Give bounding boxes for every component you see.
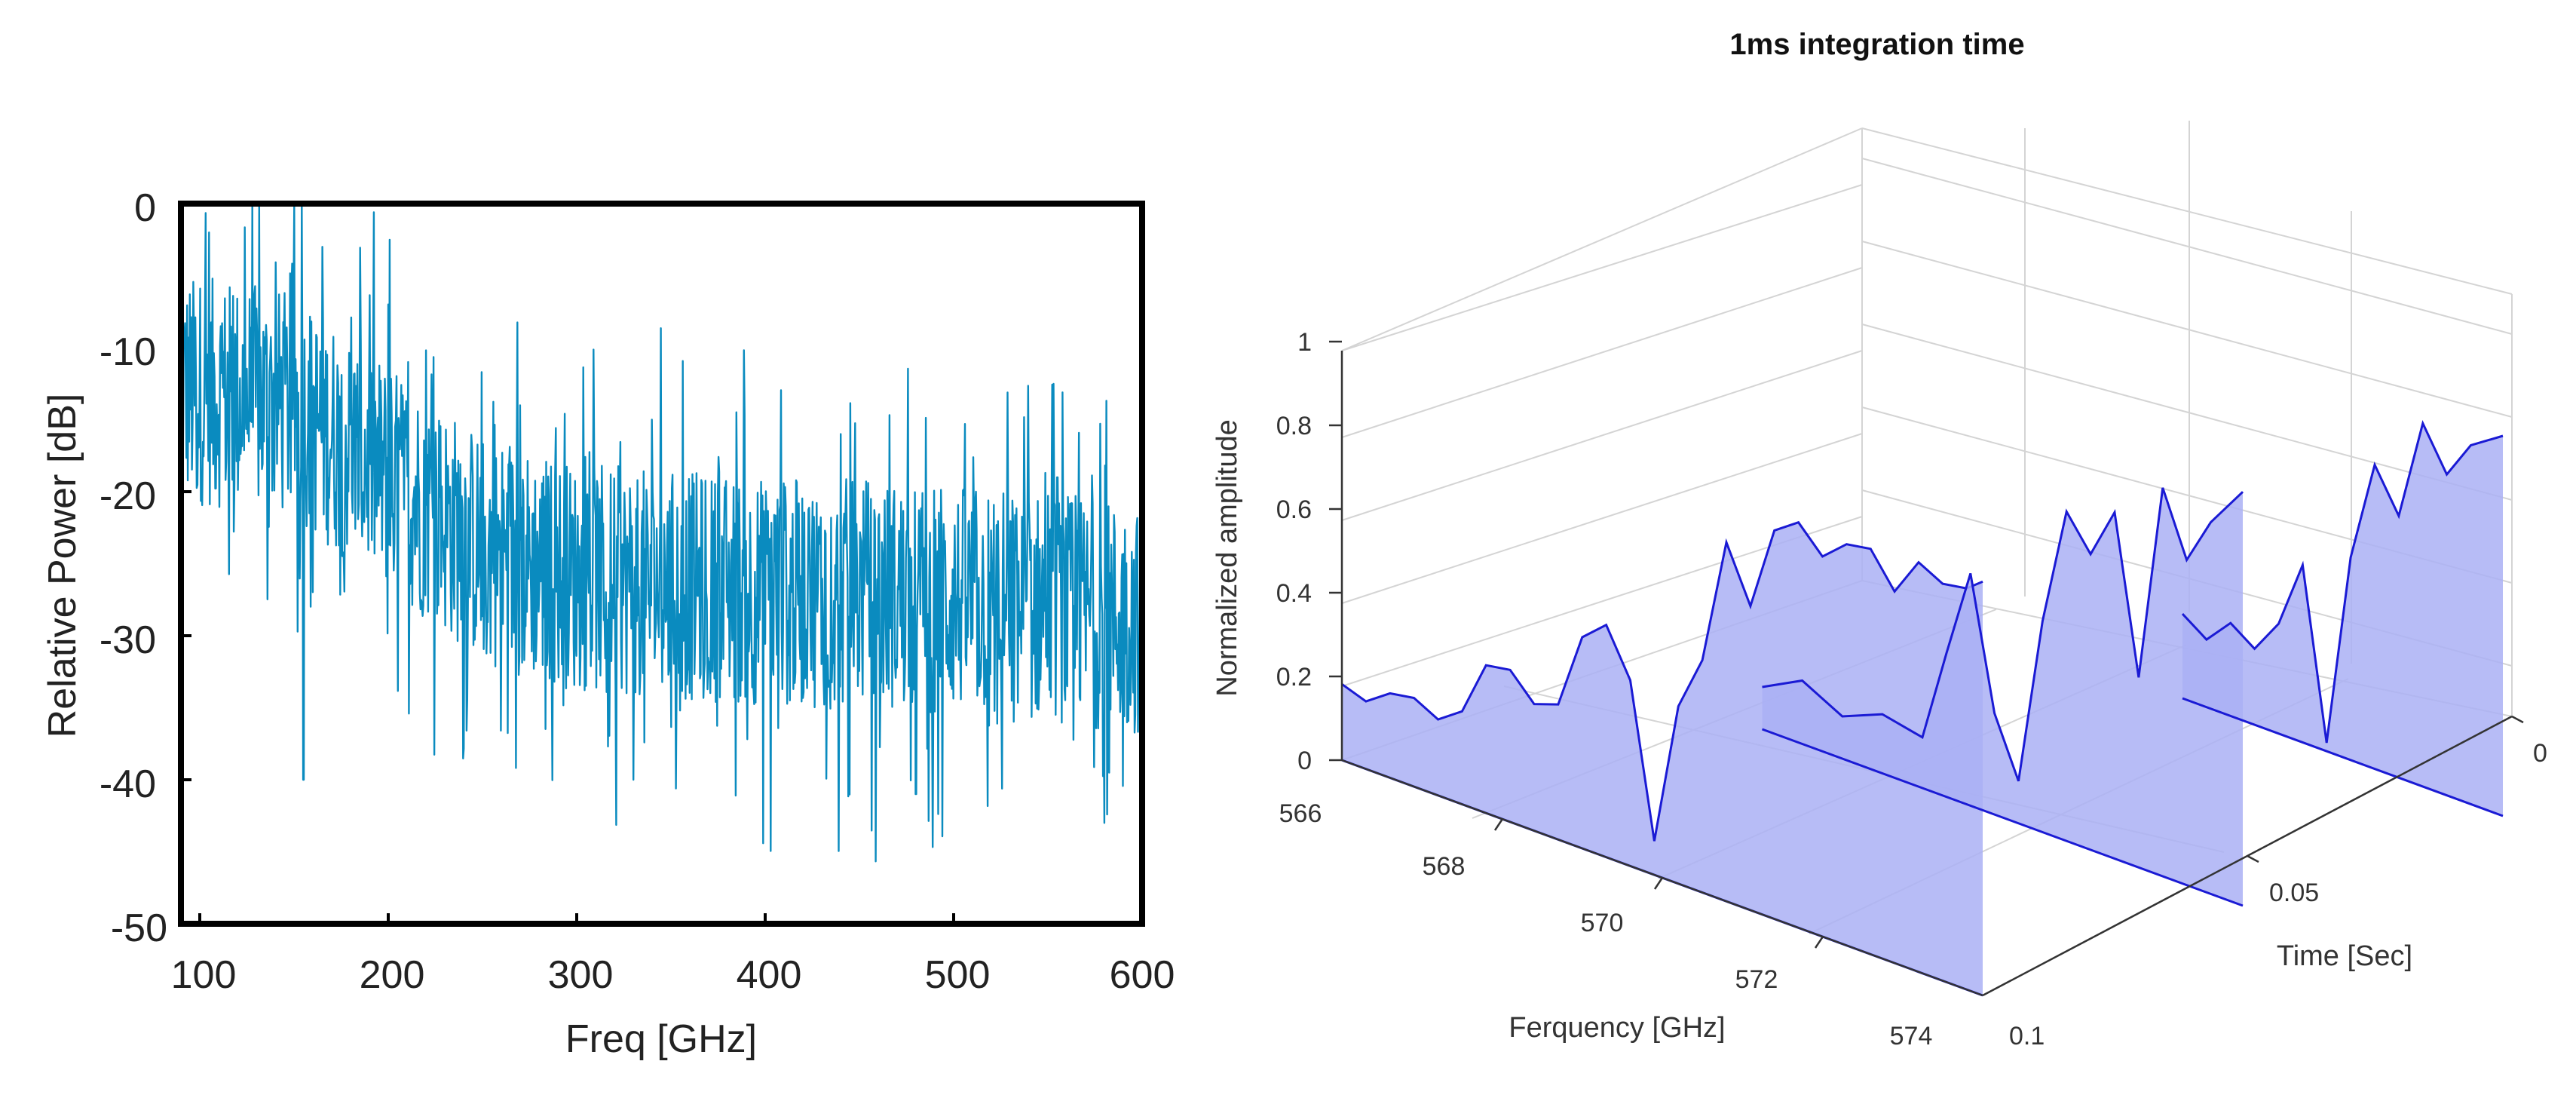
segment-1-line	[1341, 520, 1983, 842]
left-chart: 0 -10 -20 -30 -40 -50 100 200 300 400 50…	[41, 186, 1175, 1061]
freq-axis-label: Ferquency [GHz]	[1509, 1012, 1725, 1044]
relative-power-line	[181, 204, 1142, 863]
left-ytick-label: -50	[111, 906, 167, 950]
freq-tick-label: 572	[1735, 965, 1778, 994]
left-xtick-label: 200	[360, 953, 425, 997]
amp-tick-label: 0	[1297, 747, 1312, 775]
segment-1-area	[1342, 522, 1983, 995]
right-chart-title: 1ms integration time	[1729, 28, 2024, 61]
time-tick-label: 0	[2533, 739, 2547, 768]
amp-tick-label: 0.2	[1276, 663, 1312, 692]
segment-2-area	[1762, 487, 2243, 906]
right-chart: 1ms integration time	[1211, 28, 2547, 1050]
left-xtick-label: 300	[548, 953, 614, 997]
left-ytick-label: -40	[100, 762, 156, 806]
time-axis-label: Time [Sec]	[2277, 940, 2412, 972]
left-ytick-label: -20	[100, 474, 156, 518]
amp-tick-label: 0.4	[1276, 579, 1312, 608]
freq-tick-label: 566	[1279, 799, 1322, 828]
freq-tick-label: 568	[1423, 852, 1466, 881]
amp-axis-label: Normalized amplitude	[1211, 419, 1243, 697]
waterfall-areas	[1341, 420, 2504, 997]
segment-3-baseline	[2182, 697, 2504, 817]
left-ytick-label: 0	[134, 186, 156, 230]
segment-2-baseline	[1761, 728, 2244, 907]
left-y-axis-label: Relative Power [dB]	[41, 394, 84, 738]
3d-front-axes	[1329, 340, 2524, 997]
left-xtick-label: 500	[925, 953, 991, 997]
left-x-axis-label: Freq [GHz]	[565, 1017, 757, 1061]
left-plot-frame	[178, 201, 1145, 927]
left-ytick-label: -30	[100, 618, 156, 662]
left-xtick-label: 600	[1110, 953, 1175, 997]
freq-tick-label: 570	[1581, 909, 1624, 937]
amp-tick-label: 0.6	[1276, 495, 1312, 524]
amp-tick-label: 0.8	[1276, 412, 1312, 440]
segment-2-line	[1762, 487, 2244, 782]
left-ytick-label: -10	[100, 330, 156, 374]
freq-tick-label: 574	[1890, 1022, 1933, 1050]
time-tick-label: 0.1	[2009, 1022, 2045, 1050]
left-xtick-label: 100	[171, 953, 237, 997]
left-xtick-label: 400	[737, 953, 802, 997]
segment-3-line	[2181, 420, 2504, 744]
time-tick-label: 0.05	[2269, 879, 2319, 907]
amp-tick-label: 1	[1297, 328, 1312, 357]
